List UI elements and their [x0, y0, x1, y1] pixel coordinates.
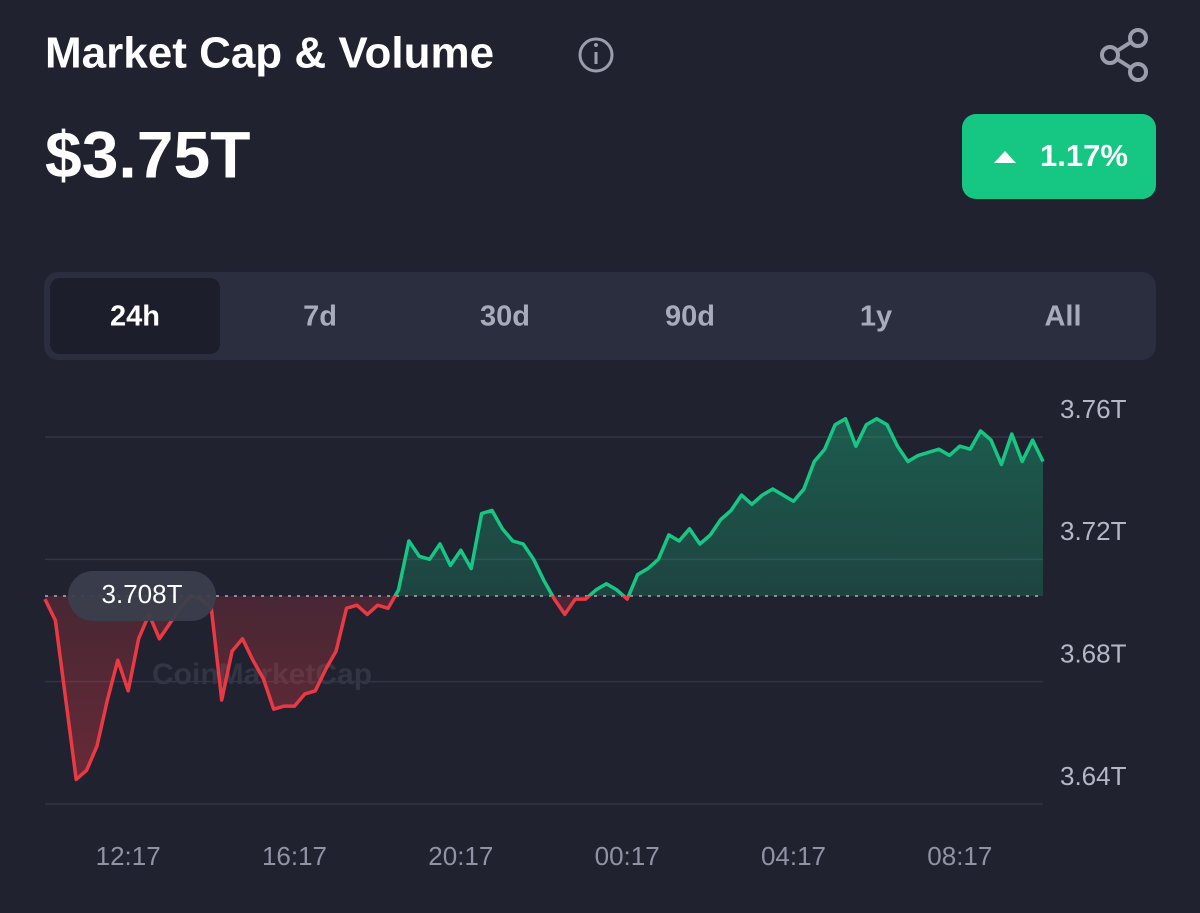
chart: CoinMarketCap3.76T3.72T3.68T3.64T12:1716… [43, 394, 1127, 871]
info-icon[interactable] [578, 37, 614, 73]
baseline-label: 3.708T [102, 579, 183, 609]
share-icon[interactable] [1100, 28, 1148, 82]
line-up [188, 416, 1045, 597]
up-arrow [994, 151, 1016, 163]
tab-label[interactable]: 24h [110, 301, 160, 333]
x-tick-label: 04:17 [761, 841, 826, 871]
change-badge [962, 114, 1156, 199]
y-tick-label: 3.76T [1060, 394, 1127, 424]
y-tick-label: 3.64T [1060, 761, 1127, 791]
y-tick-label: 3.68T [1060, 639, 1127, 669]
tab-label[interactable]: 30d [480, 301, 530, 333]
tab-label[interactable]: 90d [665, 301, 715, 333]
active-tab[interactable] [50, 278, 220, 354]
area-up [45, 418, 1043, 597]
x-tick-label: 08:17 [927, 841, 992, 871]
market-cap-value: $3.75T [45, 117, 250, 191]
x-tick-label: 12:17 [96, 841, 161, 871]
tab-label[interactable]: 1y [860, 301, 892, 333]
baseline-pill [68, 571, 216, 622]
title: Market Cap & Volume [45, 29, 494, 78]
tab-label[interactable]: 7d [303, 301, 337, 333]
x-tick-label: 16:17 [262, 841, 327, 871]
change-value: 1.17% [1040, 138, 1128, 173]
tab-bar [44, 272, 1156, 360]
x-tick-label: 00:17 [595, 841, 660, 871]
x-tick-label: 20:17 [428, 841, 493, 871]
y-tick-label: 3.72T [1060, 516, 1127, 546]
tab-label[interactable]: All [1044, 301, 1081, 333]
